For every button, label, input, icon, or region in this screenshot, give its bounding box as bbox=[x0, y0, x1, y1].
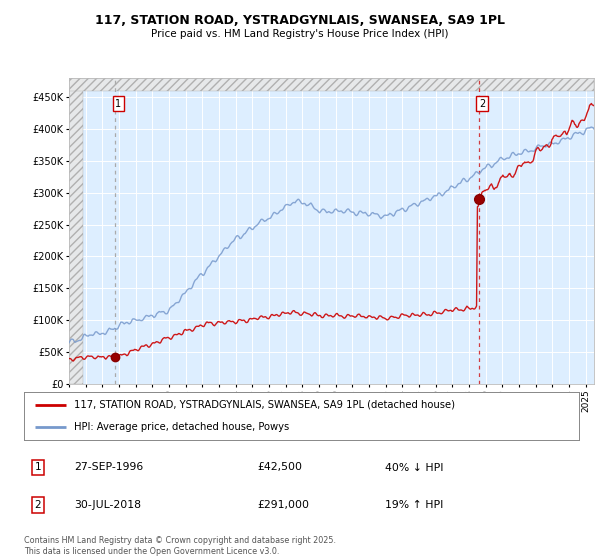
Text: £291,000: £291,000 bbox=[257, 500, 309, 510]
Text: 40% ↓ HPI: 40% ↓ HPI bbox=[385, 463, 443, 473]
Text: 117, STATION ROAD, YSTRADGYNLAIS, SWANSEA, SA9 1PL (detached house): 117, STATION ROAD, YSTRADGYNLAIS, SWANSE… bbox=[74, 400, 455, 410]
Text: 30-JUL-2018: 30-JUL-2018 bbox=[74, 500, 141, 510]
Text: 19% ↑ HPI: 19% ↑ HPI bbox=[385, 500, 443, 510]
Text: Contains HM Land Registry data © Crown copyright and database right 2025.
This d: Contains HM Land Registry data © Crown c… bbox=[24, 536, 336, 556]
Text: £42,500: £42,500 bbox=[257, 463, 302, 473]
Text: 117, STATION ROAD, YSTRADGYNLAIS, SWANSEA, SA9 1PL: 117, STATION ROAD, YSTRADGYNLAIS, SWANSE… bbox=[95, 14, 505, 27]
Text: HPI: Average price, detached house, Powys: HPI: Average price, detached house, Powy… bbox=[74, 422, 289, 432]
Text: 1: 1 bbox=[115, 99, 121, 109]
Text: 2: 2 bbox=[479, 99, 485, 109]
Bar bbox=[69, 78, 83, 384]
Text: 2: 2 bbox=[35, 500, 41, 510]
Text: Price paid vs. HM Land Registry's House Price Index (HPI): Price paid vs. HM Land Registry's House … bbox=[151, 29, 449, 39]
Text: 1: 1 bbox=[35, 463, 41, 473]
Text: 27-SEP-1996: 27-SEP-1996 bbox=[74, 463, 143, 473]
Bar bbox=[69, 78, 594, 91]
